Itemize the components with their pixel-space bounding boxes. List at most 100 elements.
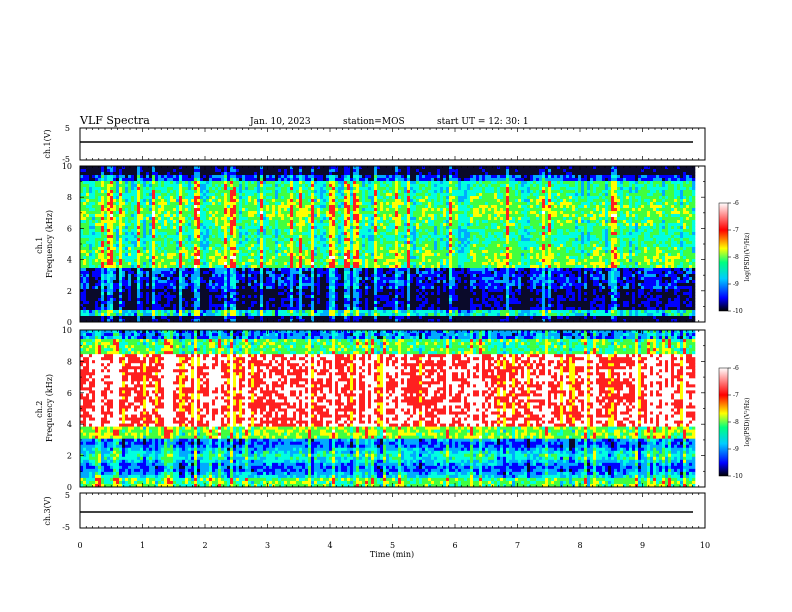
spectrogram-cell bbox=[353, 256, 357, 260]
spectrogram-cell bbox=[221, 229, 225, 233]
spectrogram-cell bbox=[203, 247, 207, 251]
spectrogram-cell bbox=[167, 241, 171, 245]
spectrogram-cell bbox=[182, 199, 186, 203]
spectrogram-cell bbox=[146, 274, 150, 278]
spectrogram-cell bbox=[146, 202, 150, 206]
spectrogram-cell bbox=[230, 232, 234, 236]
spectrogram-cell bbox=[206, 244, 210, 248]
spectrogram-cell bbox=[347, 292, 351, 296]
spectrogram-cell bbox=[164, 256, 168, 260]
spectrogram-cell bbox=[86, 190, 90, 194]
spectrogram-cell bbox=[305, 277, 309, 281]
spectrogram-cell bbox=[122, 271, 126, 275]
spectrogram-cell bbox=[188, 265, 192, 269]
spectrogram-cell bbox=[161, 280, 165, 284]
spectrogram-cell bbox=[308, 205, 312, 209]
spectrogram-cell bbox=[167, 169, 171, 173]
spectrogram-cell bbox=[269, 319, 273, 322]
spectrogram-cell bbox=[365, 268, 369, 272]
spectrogram-cell bbox=[278, 295, 282, 299]
spectrogram-cell bbox=[140, 286, 144, 290]
spectrogram-cell bbox=[242, 196, 246, 200]
spectrogram-cell bbox=[104, 199, 108, 203]
spectrogram-cell bbox=[269, 232, 273, 236]
spectrogram-cell bbox=[239, 250, 243, 254]
spectrogram-cell bbox=[242, 205, 246, 209]
spectrogram-cell bbox=[188, 271, 192, 275]
spectrogram-cell bbox=[221, 223, 225, 227]
spectrogram-cell bbox=[155, 250, 159, 254]
spectrogram-cell bbox=[335, 319, 339, 322]
spectrogram-cell bbox=[215, 202, 219, 206]
spectrogram-cell bbox=[206, 166, 210, 170]
spectrogram-cell bbox=[266, 295, 270, 299]
spectrogram-cell bbox=[92, 172, 96, 176]
spectrogram-cell bbox=[116, 238, 120, 242]
spectrogram-cell bbox=[287, 217, 291, 221]
spectrogram-cell bbox=[260, 205, 264, 209]
spectrogram-cell bbox=[155, 289, 159, 293]
spectrogram-cell bbox=[143, 190, 147, 194]
spectrogram-cell bbox=[140, 313, 144, 317]
spectrogram-cell bbox=[170, 271, 174, 275]
spectrogram-cell bbox=[185, 226, 189, 230]
spectrogram-cell bbox=[140, 238, 144, 242]
spectrogram-cell bbox=[218, 289, 222, 293]
spectrogram-cell bbox=[341, 274, 345, 278]
spectrogram-cell bbox=[128, 226, 132, 230]
spectrogram-cell bbox=[206, 271, 210, 275]
spectrogram-cell bbox=[266, 298, 270, 302]
spectrogram-cell bbox=[317, 295, 321, 299]
spectrogram-cell bbox=[365, 301, 369, 305]
spectrogram-cell bbox=[299, 265, 303, 269]
spectrogram-cell bbox=[353, 241, 357, 245]
spectrogram-cell bbox=[101, 232, 105, 236]
spectrogram-cell bbox=[98, 295, 102, 299]
spectrogram-cell bbox=[263, 250, 267, 254]
spectrogram-cell bbox=[239, 178, 243, 182]
spectrogram-cell bbox=[314, 313, 318, 317]
spectrogram-cell bbox=[110, 175, 114, 179]
spectrogram-cell bbox=[116, 226, 120, 230]
spectrogram-cell bbox=[203, 238, 207, 242]
spectrogram-cell bbox=[218, 307, 222, 311]
spectrogram-cell bbox=[329, 313, 333, 317]
spectrogram-cell bbox=[272, 190, 276, 194]
spectrogram-cell bbox=[122, 211, 126, 215]
spectrogram-cell bbox=[98, 283, 102, 287]
spectrogram-cell bbox=[179, 238, 183, 242]
spectrogram-cell bbox=[122, 244, 126, 248]
spectrogram-cell bbox=[101, 214, 105, 218]
spectrogram-cell bbox=[137, 250, 141, 254]
spectrogram-cell bbox=[209, 223, 213, 227]
spectrogram-cell bbox=[209, 307, 213, 311]
spectrogram-cell bbox=[362, 286, 366, 290]
spectrogram-cell bbox=[275, 175, 279, 179]
spectrogram-cell bbox=[236, 205, 240, 209]
spectrogram-cell bbox=[365, 181, 369, 185]
spectrogram-cell bbox=[248, 247, 252, 251]
spectrogram-cell bbox=[173, 283, 177, 287]
spectrogram-cell bbox=[338, 295, 342, 299]
spectrogram-cell bbox=[344, 205, 348, 209]
spectrogram-cell bbox=[137, 235, 141, 239]
spectrogram-cell bbox=[203, 193, 207, 197]
spectrogram-cell bbox=[317, 307, 321, 311]
spectrogram-cell bbox=[338, 307, 342, 311]
spectrogram-cell bbox=[215, 172, 219, 176]
spectrogram-cell bbox=[326, 310, 330, 314]
spectrogram-cell bbox=[170, 229, 174, 233]
spectrogram-cell bbox=[152, 169, 156, 173]
spectrogram-cell bbox=[89, 205, 93, 209]
spectrogram-cell bbox=[119, 181, 123, 185]
spectrogram-cell bbox=[320, 217, 324, 221]
spectrogram-cell bbox=[146, 208, 150, 212]
spectrogram-cell bbox=[242, 220, 246, 224]
spectrogram-cell bbox=[170, 295, 174, 299]
spectrogram-cell bbox=[206, 199, 210, 203]
spectrogram-cell bbox=[290, 208, 294, 212]
spectrogram-cell bbox=[143, 229, 147, 233]
spectrogram-cell bbox=[98, 190, 102, 194]
spectrogram-cell bbox=[341, 271, 345, 275]
spectrogram-cell bbox=[137, 172, 141, 176]
